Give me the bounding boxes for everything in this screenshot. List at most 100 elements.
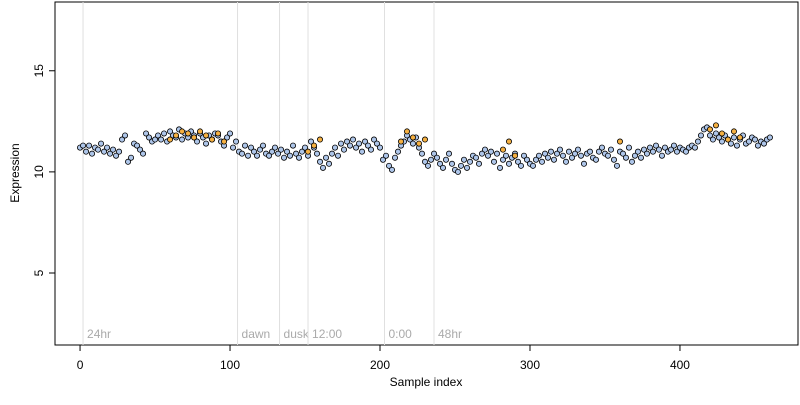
point [505, 138, 512, 145]
point [101, 148, 108, 155]
annotation-label: 0:00 [389, 327, 413, 341]
point [673, 148, 680, 155]
point [640, 146, 647, 153]
point [454, 168, 461, 175]
point [209, 136, 216, 143]
point [724, 136, 731, 143]
point [754, 142, 761, 149]
point [332, 144, 339, 151]
point [242, 142, 249, 149]
point [481, 146, 488, 153]
point [502, 152, 509, 159]
point [302, 144, 309, 151]
point [98, 140, 105, 147]
point [107, 150, 114, 157]
point [550, 156, 557, 163]
point [661, 144, 668, 151]
point [215, 130, 222, 137]
point [457, 162, 464, 169]
point [134, 142, 141, 149]
point [287, 152, 294, 159]
point [478, 150, 485, 157]
point [499, 146, 506, 153]
point [341, 146, 348, 153]
point [634, 148, 641, 155]
x-tick-label: 0 [77, 358, 84, 372]
point [553, 150, 560, 157]
point [356, 140, 363, 147]
point [152, 136, 159, 143]
point [730, 128, 737, 135]
point [269, 148, 276, 155]
point [517, 162, 524, 169]
point [520, 152, 527, 159]
point [712, 122, 719, 129]
point [709, 136, 716, 143]
point [185, 130, 192, 137]
point [580, 160, 587, 167]
x-tick-label: 300 [520, 358, 540, 372]
point [658, 152, 665, 159]
point [619, 150, 626, 157]
point [203, 140, 210, 147]
x-tick-label: 400 [670, 358, 690, 372]
point [487, 148, 494, 155]
x-tick-label: 200 [370, 358, 390, 372]
point [80, 142, 87, 149]
point [571, 150, 578, 157]
point [667, 146, 674, 153]
point [499, 156, 506, 163]
point [712, 130, 719, 137]
point [371, 136, 378, 143]
point [278, 146, 285, 153]
point [604, 152, 611, 159]
point [110, 146, 117, 153]
point [350, 136, 357, 143]
plot-frame [54, 1, 799, 346]
point [649, 148, 656, 155]
point [329, 150, 336, 157]
point [622, 154, 629, 161]
point [386, 162, 393, 169]
point [445, 150, 452, 157]
point [137, 146, 144, 153]
point [398, 138, 405, 145]
point [245, 152, 252, 159]
point [221, 138, 228, 145]
point [613, 162, 620, 169]
point [511, 152, 518, 159]
point [344, 138, 351, 145]
point [254, 152, 261, 159]
point [592, 156, 599, 163]
annotation-label: 24hr [87, 327, 111, 341]
point [191, 134, 198, 141]
point [239, 150, 246, 157]
annotation-label: dusk [284, 327, 310, 341]
point [532, 156, 539, 163]
point [682, 148, 689, 155]
point [113, 152, 120, 159]
point [730, 134, 737, 141]
point [335, 152, 342, 159]
point [745, 138, 752, 145]
point [410, 140, 417, 147]
point [514, 158, 521, 165]
point [607, 146, 614, 153]
point [466, 158, 473, 165]
point [347, 142, 354, 149]
point [317, 158, 324, 165]
annotation-label: dawn [242, 327, 271, 341]
point [392, 154, 399, 161]
point [410, 134, 417, 141]
point [733, 142, 740, 149]
point [296, 154, 303, 161]
point [448, 160, 455, 167]
point [233, 138, 240, 145]
point [643, 150, 650, 157]
point [493, 150, 500, 157]
point [365, 142, 372, 149]
point [305, 148, 312, 155]
point [535, 152, 542, 159]
point [167, 128, 174, 135]
point [766, 134, 773, 141]
